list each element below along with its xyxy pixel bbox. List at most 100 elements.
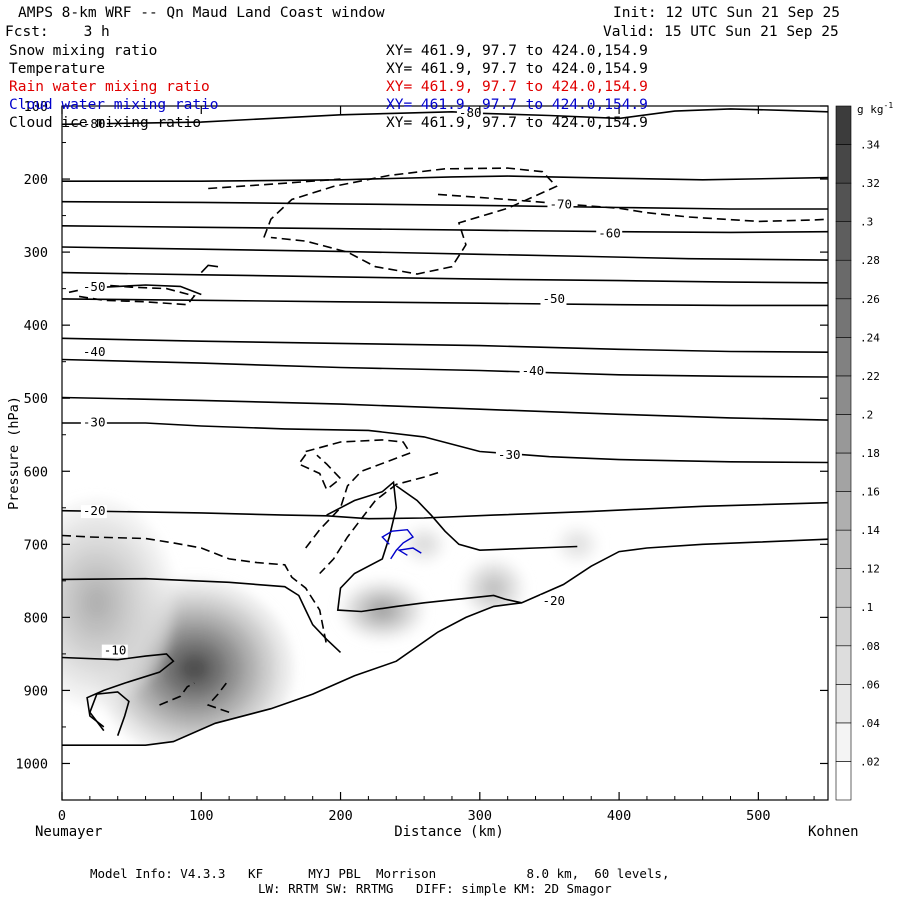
temperature-label: -50 <box>542 291 565 306</box>
isotherm <box>62 358 828 378</box>
colorbar-cell <box>835 144 852 184</box>
forecast-hour: Fcst: 3 h <box>5 24 110 40</box>
colorbar-cell <box>835 414 852 454</box>
left-location-label: Neumayer <box>35 824 102 840</box>
colorbar-label: .16 <box>860 486 880 499</box>
temperature-label-bg <box>80 345 107 359</box>
isotherm <box>395 485 578 552</box>
colorbar-cell <box>835 606 852 647</box>
temperature-label: -80 <box>459 105 482 120</box>
colorbar-cell <box>835 722 852 762</box>
legend-field-coords: XY= 461.9, 97.7 to 424.0,154.9 <box>386 43 648 59</box>
temperature-label-bg <box>80 117 107 131</box>
terrain-surface <box>62 538 828 746</box>
x-axis-label: Distance (km) <box>394 824 504 840</box>
snow-shading-blob <box>420 541 428 548</box>
y-tick-label: 200 <box>24 172 48 188</box>
legend-field-coords: XY= 461.9, 97.7 to 424.0,154.9 <box>386 61 648 77</box>
temperature-label: -40 <box>83 344 106 359</box>
temperature-label-bg <box>456 106 483 120</box>
x-tick-label: 0 <box>58 808 66 824</box>
footer-line-1: Model Info: V4.3.3 KF MYJ PBL Morrison 8… <box>90 866 670 881</box>
colorbar-cell <box>835 684 852 724</box>
cloud-ice-line <box>68 284 196 306</box>
colorbar-cell <box>835 337 852 377</box>
cloud-ice-line <box>297 454 342 491</box>
isotherm <box>62 200 828 210</box>
y-tick-label: 800 <box>24 610 48 626</box>
colorbar-cell <box>835 491 852 531</box>
isotherm <box>62 337 828 353</box>
terrain-mask <box>62 539 828 800</box>
cloud-ice-line <box>305 439 412 549</box>
snow-shading <box>62 500 599 757</box>
temperature-label: -60 <box>598 225 621 240</box>
snow-shading-blob <box>84 585 110 620</box>
temperature-label: -70 <box>549 196 572 211</box>
temperature-label: -40 <box>522 363 545 378</box>
cloud-water-contours <box>381 528 422 560</box>
colorbar-label: .34 <box>860 139 880 152</box>
colorbar-cell <box>835 259 852 300</box>
x-tick-label: 100 <box>189 808 213 824</box>
temperature-label-bg <box>596 227 623 241</box>
snow-shading-blob <box>178 653 211 684</box>
temperature-label-bg <box>547 198 574 212</box>
isotherm <box>62 577 342 653</box>
colorbar-label: .08 <box>860 640 880 653</box>
y-tick-label: 700 <box>24 537 48 553</box>
temperature-label-bg <box>519 364 546 378</box>
cloud-water-line <box>381 528 415 560</box>
colorbar-unit: g kg-1 <box>857 101 893 116</box>
isotherm-20 <box>326 480 522 613</box>
temperature-label: -20 <box>83 503 106 518</box>
colorbar-label: .26 <box>860 293 880 306</box>
colorbar-label: .1 <box>860 601 873 614</box>
plot-frame <box>61 105 829 801</box>
legend-field-name: Cloud water mixing ratio <box>9 97 219 113</box>
colorbar-label: .24 <box>860 331 880 344</box>
colorbar-label: .3 <box>860 216 873 229</box>
cloud-ice-line <box>263 167 558 275</box>
valid-time: Valid: 15 UTC Sun 21 Sep 25 <box>603 24 839 40</box>
temperature-label: -10 <box>104 643 127 658</box>
temperature-label: -30 <box>83 415 106 430</box>
isotherm <box>62 271 828 284</box>
cloud-ice-line <box>437 193 828 223</box>
y-tick-label: 900 <box>24 683 48 699</box>
legend-field-name: Temperature <box>9 61 106 77</box>
isotherm <box>88 691 130 736</box>
y-axis-label: Pressure (hPa) <box>6 396 22 510</box>
colorbar-cell <box>835 182 852 222</box>
colorbar-cell <box>835 298 852 338</box>
isotherm <box>62 225 828 234</box>
temperature-contours <box>62 108 828 800</box>
colorbar-cell <box>835 221 852 261</box>
temperature-label-bg <box>80 416 107 430</box>
isotherm <box>62 422 828 464</box>
temperature-label: -50 <box>83 279 106 294</box>
isotherm <box>62 246 828 261</box>
colorbar-label: .28 <box>860 254 880 267</box>
temperature-label: -20 <box>542 593 565 608</box>
isotherm <box>62 396 828 421</box>
isotherm <box>62 653 175 728</box>
colorbar-cell <box>835 568 852 608</box>
temperature-label-bg <box>80 280 107 294</box>
colorbar-label: .2 <box>860 408 873 421</box>
colorbar-label: .04 <box>860 717 880 730</box>
y-tick-label: 500 <box>24 391 48 407</box>
cloud-ice-line <box>208 178 341 190</box>
colorbar: .02 .04 .06 .08 .1 .12 .14 .16 .18 .2 .22 .24 .26 .28… <box>835 105 880 801</box>
isotherm <box>62 175 828 182</box>
y-axis-ticks: 100 200 300 400 500 600 700 800 900 1000 <box>15 99 828 801</box>
colorbar-cell <box>835 645 852 685</box>
temperature-label: -30 <box>498 447 521 462</box>
colorbar-label: .06 <box>860 678 880 691</box>
legend-field-name: Rain water mixing ratio <box>9 79 210 95</box>
y-tick-label: 100 <box>24 99 48 115</box>
temperature-labels: -80 -80 -70 -60 -50 -50 -40 -40 -30 -30 -20 -20 -10 <box>80 105 623 658</box>
temperature-label-bg <box>540 594 567 608</box>
colorbar-label: .12 <box>860 563 880 576</box>
temperature-label: -80 <box>83 116 106 131</box>
